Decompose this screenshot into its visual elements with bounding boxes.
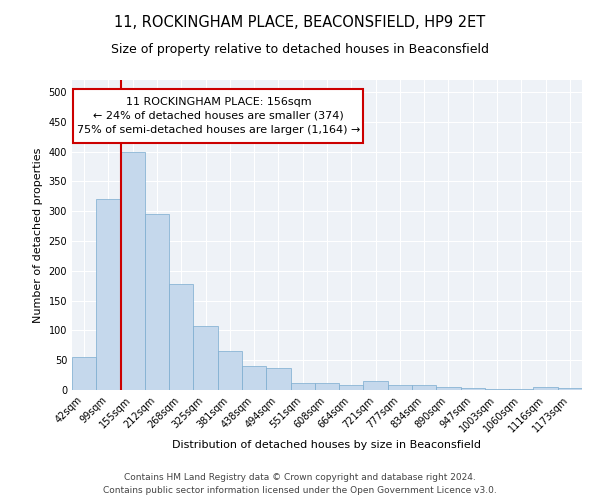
Bar [193, 326, 218, 390]
Bar [72, 357, 96, 390]
Bar [461, 388, 485, 390]
Bar [121, 152, 145, 390]
X-axis label: Distribution of detached houses by size in Beaconsfield: Distribution of detached houses by size … [173, 440, 482, 450]
Text: Size of property relative to detached houses in Beaconsfield: Size of property relative to detached ho… [111, 42, 489, 56]
Bar [266, 368, 290, 390]
Bar [218, 351, 242, 390]
Bar [169, 284, 193, 390]
Bar [509, 389, 533, 390]
Text: Contains HM Land Registry data © Crown copyright and database right 2024.
Contai: Contains HM Land Registry data © Crown c… [103, 474, 497, 495]
Bar [485, 389, 509, 390]
Bar [73, 89, 364, 142]
Bar [290, 383, 315, 390]
Bar [145, 214, 169, 390]
Bar [533, 387, 558, 390]
Bar [242, 366, 266, 390]
Y-axis label: Number of detached properties: Number of detached properties [33, 148, 43, 322]
Bar [339, 385, 364, 390]
Bar [412, 385, 436, 390]
Text: 11 ROCKINGHAM PLACE: 156sqm
← 24% of detached houses are smaller (374)
75% of se: 11 ROCKINGHAM PLACE: 156sqm ← 24% of det… [77, 97, 360, 135]
Bar [388, 385, 412, 390]
Text: 11, ROCKINGHAM PLACE, BEACONSFIELD, HP9 2ET: 11, ROCKINGHAM PLACE, BEACONSFIELD, HP9 … [115, 15, 485, 30]
Bar [96, 199, 121, 390]
Bar [315, 383, 339, 390]
Bar [558, 388, 582, 390]
Bar [364, 381, 388, 390]
Bar [436, 387, 461, 390]
